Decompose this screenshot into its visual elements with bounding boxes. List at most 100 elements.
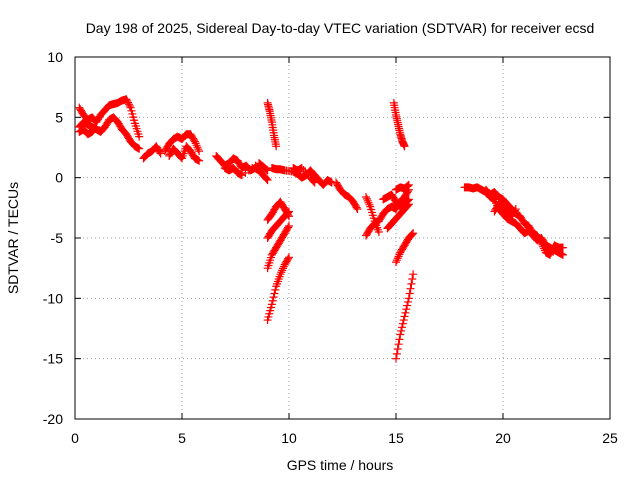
data-point	[392, 256, 401, 265]
y-tick-label: 10	[47, 49, 63, 65]
data-point	[263, 176, 272, 185]
data-point	[283, 209, 292, 218]
tick-layer: 0 5 10 15 20 25 -20 -15 -10 -5 0 5 10	[43, 49, 618, 446]
data-point	[397, 326, 406, 335]
data-point	[558, 243, 567, 252]
data-point	[193, 143, 202, 152]
data-point	[262, 175, 271, 184]
data-point	[279, 264, 288, 273]
data-point	[395, 335, 404, 344]
data-point	[402, 305, 411, 314]
data-point	[365, 200, 374, 209]
data-point	[261, 174, 270, 183]
data-point	[352, 203, 361, 212]
data-point	[392, 349, 401, 358]
data-point	[272, 142, 281, 151]
data-point	[189, 136, 198, 145]
data-point	[123, 96, 132, 105]
data-point	[299, 165, 308, 174]
data-point	[124, 100, 133, 109]
y-tick-label: -10	[43, 290, 63, 306]
data-point	[537, 238, 546, 247]
data-point	[374, 227, 383, 236]
data-point	[261, 164, 270, 173]
data-point	[284, 223, 293, 232]
data-point	[540, 244, 549, 253]
data-point	[409, 270, 418, 279]
data-point	[404, 200, 413, 209]
data-point	[393, 254, 402, 263]
data-point	[397, 323, 406, 332]
data-point	[271, 285, 280, 294]
data-point	[285, 207, 293, 216]
data-point	[263, 166, 272, 175]
data-point	[558, 250, 567, 259]
data-point	[268, 296, 277, 305]
x-tick-label: 15	[388, 430, 404, 446]
data-point	[401, 308, 410, 317]
data-point	[536, 237, 545, 246]
data-point	[122, 95, 131, 104]
y-tick-label: 0	[55, 170, 63, 186]
data-point	[135, 144, 144, 153]
x-tick-label: 25	[602, 430, 618, 446]
y-tick-label: -5	[51, 230, 64, 246]
data-point	[404, 180, 413, 189]
data-point	[546, 248, 555, 257]
data-point	[195, 156, 204, 165]
data-point	[285, 221, 293, 230]
data-point	[156, 149, 165, 158]
data-point	[135, 132, 144, 141]
data-point	[194, 145, 203, 154]
data-point	[262, 165, 271, 174]
data-point	[277, 268, 286, 277]
data-point	[276, 270, 285, 279]
x-tick-label: 10	[281, 430, 297, 446]
data-point	[190, 137, 199, 146]
data-point	[511, 205, 520, 214]
data-point	[538, 240, 547, 249]
data-point	[394, 252, 403, 261]
data-point	[399, 316, 408, 325]
data-point	[407, 279, 416, 288]
data-point	[90, 124, 99, 133]
chart-title: Day 198 of 2025, Sidereal Day-to-day VTE…	[86, 20, 595, 36]
data-point	[403, 182, 412, 191]
data-point	[285, 253, 293, 262]
data-point	[408, 230, 417, 239]
y-axis-label: SDTVAR / TECUs	[5, 182, 21, 294]
data-point	[398, 319, 407, 328]
data-point	[91, 123, 100, 132]
data-point	[392, 354, 400, 363]
data-point	[362, 192, 371, 201]
data-point	[407, 231, 416, 240]
data-point	[403, 201, 412, 210]
data-point	[155, 148, 164, 157]
data-point	[310, 178, 319, 187]
data-points-layer	[75, 95, 567, 363]
data-point	[546, 250, 555, 259]
data-point	[302, 169, 311, 178]
data-point	[547, 247, 556, 256]
data-point	[510, 206, 519, 215]
y-tick-label: -20	[43, 411, 63, 427]
x-tick-label: 0	[71, 430, 79, 446]
series-sdtvar	[75, 95, 567, 363]
data-point	[406, 284, 415, 293]
data-point	[393, 345, 402, 354]
data-point	[309, 177, 318, 186]
data-point	[394, 340, 403, 349]
data-point	[308, 176, 317, 185]
data-point	[403, 202, 412, 211]
data-point	[403, 181, 412, 190]
x-axis-label: GPS time / hours	[287, 457, 394, 473]
y-tick-label: -15	[43, 351, 63, 367]
data-point	[400, 142, 409, 151]
x-tick-label: 5	[178, 430, 186, 446]
data-point	[396, 330, 405, 339]
data-point	[297, 164, 306, 173]
y-tick-label: 5	[55, 109, 63, 125]
data-point	[195, 147, 204, 156]
